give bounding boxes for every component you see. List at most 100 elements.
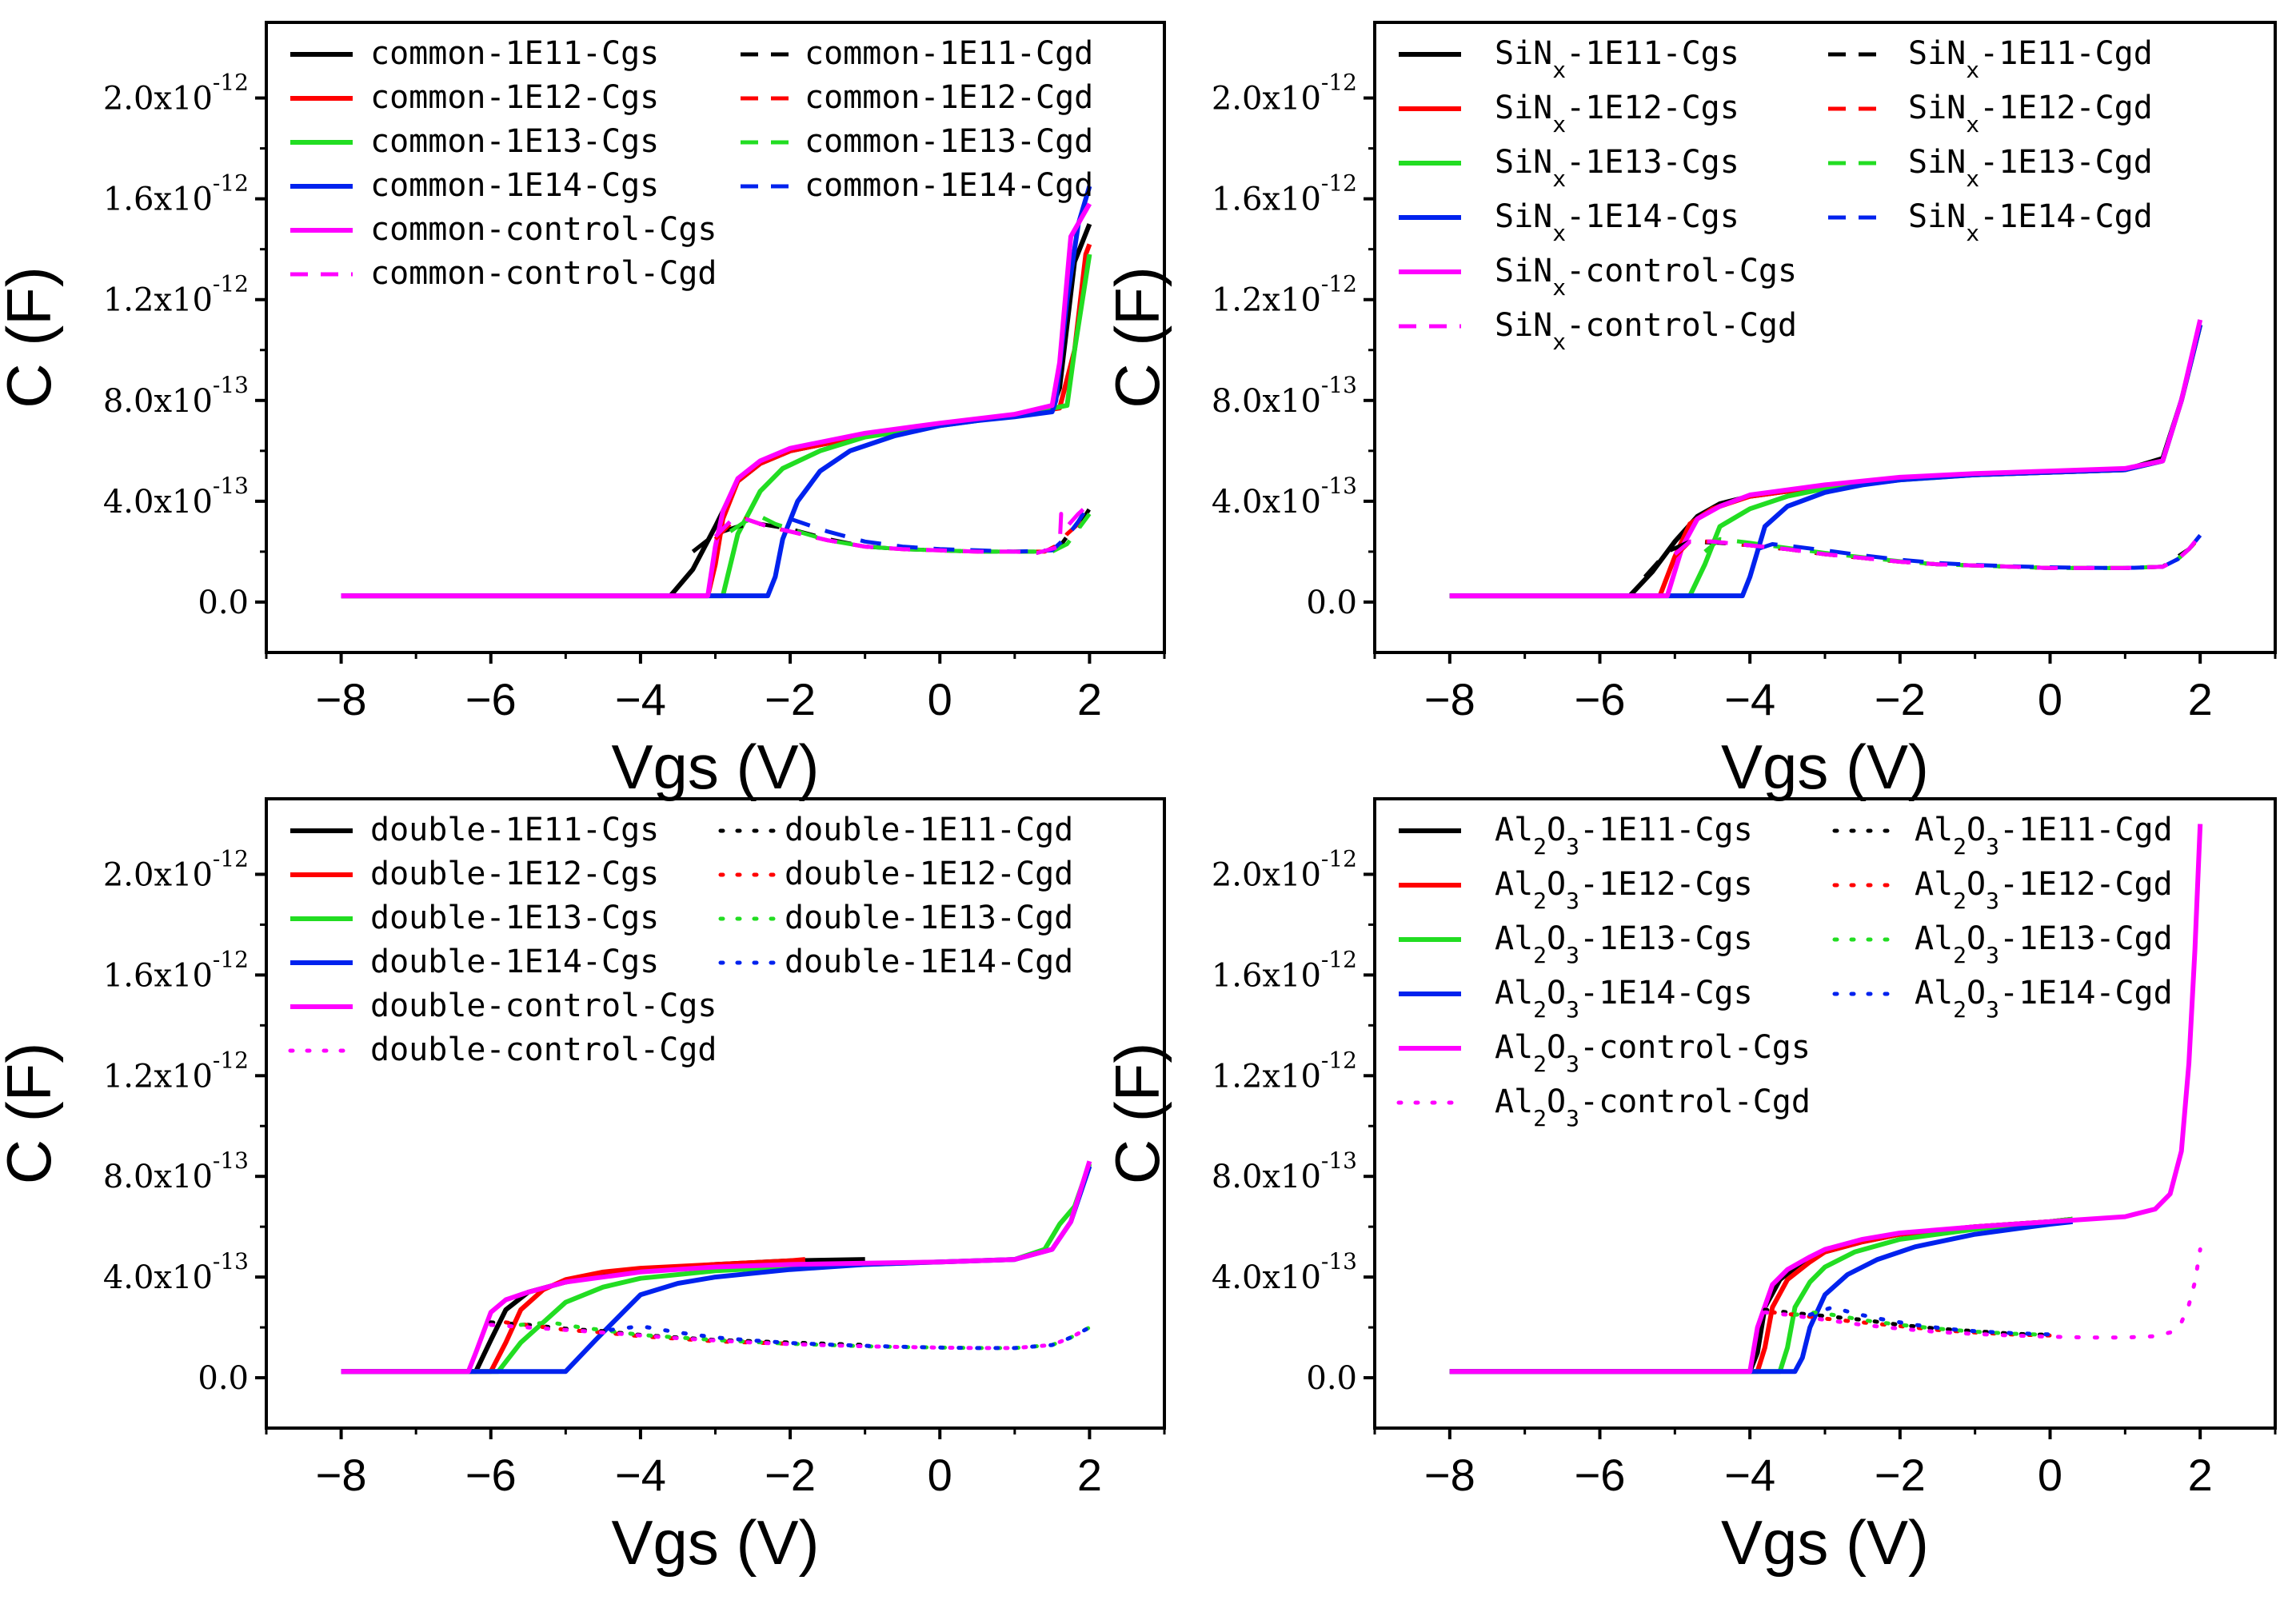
series-common-1e13-cgd <box>729 513 1092 554</box>
x-tick-label: −6 <box>465 1450 517 1500</box>
series-common-1e13-cgs <box>341 253 1092 599</box>
x-axis-title: Vgs (V) <box>1721 732 1929 802</box>
series-al2o3-1e13-cgs <box>1449 1216 2074 1375</box>
legend-label: double-1E11-Cgd <box>785 812 1073 848</box>
x-tick-label: −4 <box>615 1450 666 1500</box>
x-tick-label: −2 <box>765 1450 816 1500</box>
x-tick-label: 0 <box>2038 674 2062 724</box>
x-tick-label: −8 <box>316 674 367 724</box>
y-tick-label: 8.0x10-13 <box>103 372 249 420</box>
series-al2o3-control-cgs <box>1449 824 2203 1375</box>
x-tick-label: 2 <box>1077 1450 1102 1500</box>
legend-label: common-1E12-Cgd <box>805 79 1093 116</box>
legend-label: SiNx-1E11-Cgd <box>1908 35 2153 83</box>
y-tick-label: 1.6x10-12 <box>103 170 249 218</box>
y-tick-label: 1.2x10-12 <box>1212 1047 1357 1095</box>
y-tick-label: 4.0x10-13 <box>1212 473 1357 521</box>
y-tick-label: 1.2x10-12 <box>1212 271 1357 319</box>
x-tick-label: −4 <box>1724 1450 1775 1500</box>
y-tick-label: 8.0x10-13 <box>103 1147 249 1195</box>
legend-label: SiNx-1E13-Cgd <box>1908 144 2153 192</box>
legend: double-1E11-Cgs double-1E12-Cgs double-1E1… <box>288 812 1073 1068</box>
y-tick-label: 2.0x10-12 <box>103 845 249 893</box>
chart-panel-top-left: −8 −6 −4 −2 0 2 0.0 4.0x10-13 8.0x10-13 1.2x10-12… <box>0 21 1166 802</box>
series-al2o3-1e11-cgs <box>1449 1216 2074 1375</box>
legend-label: common-1E12-Cgs <box>370 79 659 116</box>
x-tick-label: 0 <box>928 674 952 724</box>
y-axis-title: C (F) <box>1102 1043 1172 1185</box>
x-tick-label: −8 <box>316 1450 367 1500</box>
y-tick-label: 2.0x10-12 <box>103 70 249 118</box>
legend-label: double-1E12-Cgd <box>785 856 1073 892</box>
legend-label: SiNx-1E11-Cgs <box>1495 35 1739 83</box>
legend-label: Al2O3-1E13-Cgd <box>1915 920 2173 968</box>
x-tick-label: −2 <box>1875 1450 1926 1500</box>
legend-label: double-control-Cgs <box>370 988 717 1024</box>
y-axis-title: C (F) <box>1102 266 1172 409</box>
legend: common-1E11-Cgs common-1E12-Cgs common-1E1… <box>290 35 1093 292</box>
x-tick-label: −6 <box>1575 1450 1626 1500</box>
x-axis-title: Vgs (V) <box>611 732 819 802</box>
legend-label: double-1E14-Cgd <box>785 944 1073 980</box>
x-tick-label: −8 <box>1424 1450 1475 1500</box>
legend: Al2O3-1E11-Cgs Al2O3-1E12-Cgs Al2O3-1E13-C… <box>1396 812 2173 1131</box>
legend-label: Al2O3-1E13-Cgs <box>1495 920 1753 968</box>
series-common-control-cgd <box>713 502 1092 555</box>
x-tick-label: 2 <box>1077 674 1102 724</box>
legend-label: SiNx-1E14-Cgd <box>1908 198 2153 246</box>
x-axis-title: Vgs (V) <box>611 1507 819 1578</box>
y-tick-label: 2.0x10-12 <box>1212 845 1357 893</box>
legend-label: double-1E11-Cgs <box>370 812 659 848</box>
legend-label: common-1E13-Cgs <box>370 123 659 160</box>
legend-label: double-1E13-Cgs <box>370 900 659 936</box>
x-tick-label: −4 <box>615 674 666 724</box>
series-double-control-cgs <box>341 1160 1092 1375</box>
series-common-1e14-cgd <box>789 502 1092 554</box>
legend-label: Al2O3-1E14-Cgd <box>1915 975 2173 1023</box>
series-sinx-1e14-cgd <box>1756 533 2202 570</box>
y-axis-title: C (F) <box>0 1043 64 1185</box>
x-tick-label: 0 <box>928 1450 952 1500</box>
y-tick-label: 0.0 <box>1306 1360 1357 1397</box>
legend-label: double-1E13-Cgd <box>785 900 1073 936</box>
x-tick-label: 0 <box>2038 1450 2062 1500</box>
y-tick-label: 1.6x10-12 <box>1212 170 1357 218</box>
series-al2o3-1e12-cgd <box>1770 1310 2052 1338</box>
legend-label: Al2O3-1E12-Cgd <box>1915 866 2173 914</box>
x-tick-label: 2 <box>2188 1450 2213 1500</box>
legend-label: common-control-Cgd <box>370 255 717 292</box>
legend-label: Al2O3-control-Cgd <box>1495 1083 1811 1131</box>
chart-panel-bottom-left: −8 −6 −4 −2 0 2 0.0 4.0x10-13 8.0x10-13 1.2x10-12… <box>0 797 1166 1578</box>
series-double-control-cgd <box>489 1323 1092 1351</box>
y-tick-label: 1.6x10-12 <box>1212 946 1357 994</box>
y-tick-label: 0.0 <box>198 1360 249 1397</box>
legend-label: common-control-Cgs <box>370 211 717 248</box>
y-tick-label: 1.6x10-12 <box>103 946 249 994</box>
x-axis-title: Vgs (V) <box>1721 1507 1929 1578</box>
y-tick-label: 0.0 <box>198 585 249 621</box>
y-tick-label: 1.2x10-12 <box>103 1047 249 1095</box>
series-common-control-cgs <box>341 202 1092 599</box>
legend-label: common-1E11-Cgd <box>805 35 1093 72</box>
legend-label: Al2O3-1E11-Cgd <box>1915 812 2173 860</box>
series-double-1e14-cgd <box>609 1324 1092 1351</box>
series-al2o3-1e14-cgs <box>1449 1219 2074 1375</box>
x-tick-label: −4 <box>1724 674 1775 724</box>
legend-label: common-1E13-Cgd <box>805 123 1093 160</box>
series-sinx-1e11-cgd <box>1643 535 2202 579</box>
series-al2o3-1e11-cgd <box>1763 1307 2052 1337</box>
series-common-1e11-cgd <box>691 507 1092 554</box>
legend-label: Al2O3-1E14-Cgs <box>1495 975 1753 1023</box>
legend-label: double-1E14-Cgs <box>370 944 659 980</box>
legend-label: SiNx-control-Cgd <box>1495 307 1797 355</box>
legend: SiNx-1E11-Cgs SiNx-1E12-Cgs SiNx-1E13-Cgs S… <box>1399 35 2153 355</box>
series-al2o3-1e13-cgd <box>1793 1310 2052 1337</box>
y-tick-label: 4.0x10-13 <box>1212 1248 1357 1296</box>
plot-frame <box>265 797 1166 1430</box>
x-tick-label: 2 <box>2188 674 2213 724</box>
series-al2o3-1e12-cgs <box>1449 1216 2074 1375</box>
series-double-1e12-cgs <box>341 1257 806 1375</box>
y-tick-label: 8.0x10-13 <box>1212 1147 1357 1195</box>
legend-label: common-1E14-Cgs <box>370 167 659 204</box>
